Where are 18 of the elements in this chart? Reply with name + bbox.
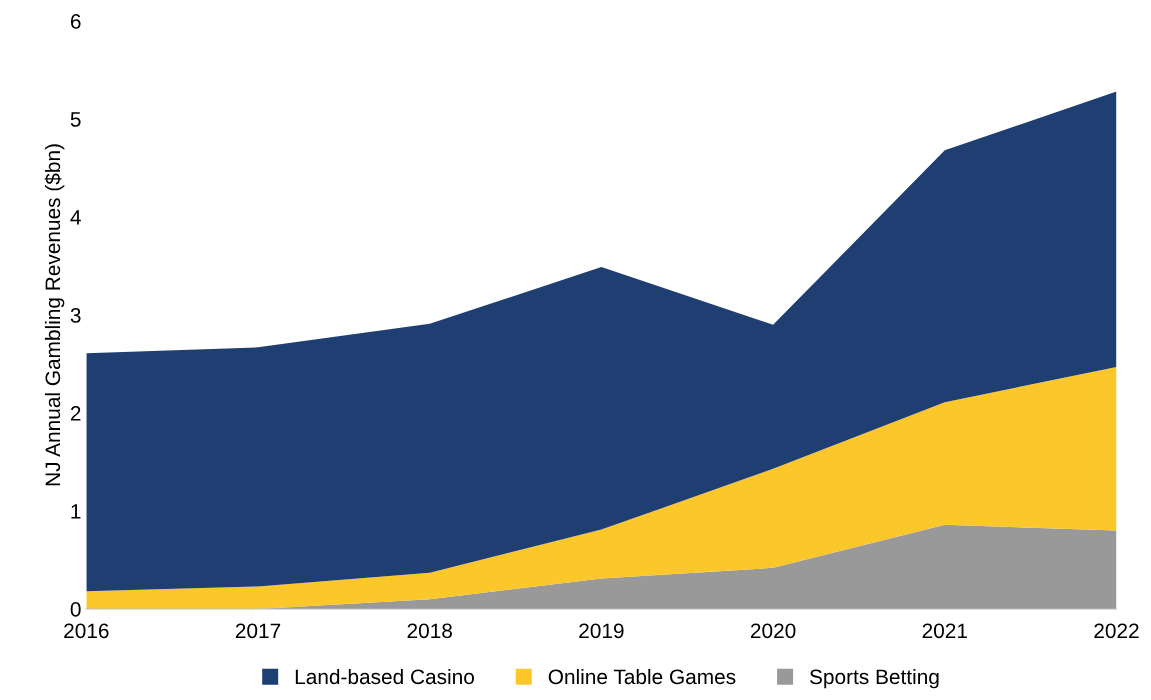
- y-tick-label: 6: [70, 14, 81, 29]
- x-tick-label: 2016: [64, 623, 109, 639]
- y-axis-title: NJ Annual Gambling Revenues ($bn): [44, 144, 65, 486]
- x-tick-label: 2018: [407, 623, 452, 639]
- y-tick-label: 0: [70, 602, 81, 617]
- x-tick-label: 2019: [579, 623, 624, 639]
- x-tick-label: 2020: [750, 623, 796, 639]
- legend-label: Sports Betting: [809, 668, 939, 689]
- y-tick-label: 1: [71, 504, 81, 519]
- legend-label: Online Table Games: [548, 668, 736, 685]
- y-tick-label: 2: [70, 406, 81, 421]
- legend-label: Land-based Casino: [295, 668, 474, 685]
- y-tick-label: 5: [70, 112, 81, 127]
- y-tick-label: 4: [70, 210, 81, 225]
- x-tick-label: 2021: [922, 623, 967, 639]
- y-tick-label: 3: [70, 308, 81, 323]
- x-tick-label: 2017: [235, 623, 281, 639]
- x-tick-label: 2022: [1094, 623, 1139, 639]
